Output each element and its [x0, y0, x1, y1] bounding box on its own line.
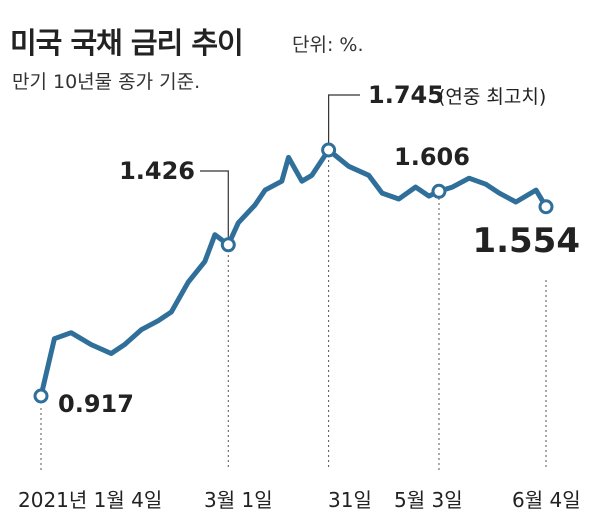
data-point: [514, 200, 518, 204]
data-point: [286, 155, 290, 159]
data-point: [397, 197, 401, 201]
highlight-marker: [431, 183, 447, 199]
data-point: [300, 179, 304, 183]
leader-line: [200, 170, 229, 245]
chart-subtitle: 만기 10년물 종가 기준.: [12, 71, 201, 93]
value-label: 1.745: [368, 81, 444, 109]
data-point: [380, 191, 384, 195]
x-tick-label: 2021년 1월 4일: [18, 488, 162, 512]
data-point: [450, 185, 454, 189]
highlight-marker: [321, 142, 337, 158]
yield-series-line: [38, 147, 549, 399]
x-tick-label: 3월 1일: [204, 488, 273, 512]
data-point: [484, 182, 488, 186]
data-point: [280, 179, 284, 183]
data-point: [467, 176, 471, 180]
data-point: [123, 343, 127, 347]
data-point: [263, 188, 267, 192]
x-tick-label: 6월 4일: [512, 488, 581, 512]
data-point: [213, 233, 217, 237]
value-label: 1.554: [472, 221, 580, 261]
value-note: (연중 최고치): [438, 86, 546, 108]
x-tick-label: 31일: [328, 488, 372, 512]
highlight-marker: [538, 199, 554, 215]
data-point: [367, 173, 371, 177]
unit-note: 단위: %.: [292, 34, 364, 56]
data-point: [169, 310, 173, 314]
data-point: [236, 221, 240, 225]
data-point: [89, 343, 93, 347]
leader-line: [328, 94, 360, 150]
data-point: [69, 331, 73, 335]
data-point: [414, 185, 418, 189]
data-point: [203, 259, 207, 263]
value-label: 1.606: [394, 143, 470, 171]
value-label: 1.426: [119, 157, 195, 185]
highlight-marker: [33, 388, 49, 404]
data-point: [109, 352, 113, 356]
data-point: [52, 337, 56, 341]
value-label: 0.917: [58, 390, 134, 418]
data-point: [497, 191, 501, 195]
highlight-marker: [220, 237, 236, 253]
data-point: [310, 173, 314, 177]
data-point: [186, 280, 190, 284]
data-point: [534, 188, 538, 192]
chart-title: 미국 국채 금리 추이: [10, 26, 244, 60]
data-point: [139, 328, 143, 332]
x-tick-label: 5월 3일: [394, 488, 463, 512]
data-point: [156, 319, 160, 323]
data-point: [347, 164, 351, 168]
data-point: [253, 203, 257, 207]
data-point: [427, 194, 431, 198]
